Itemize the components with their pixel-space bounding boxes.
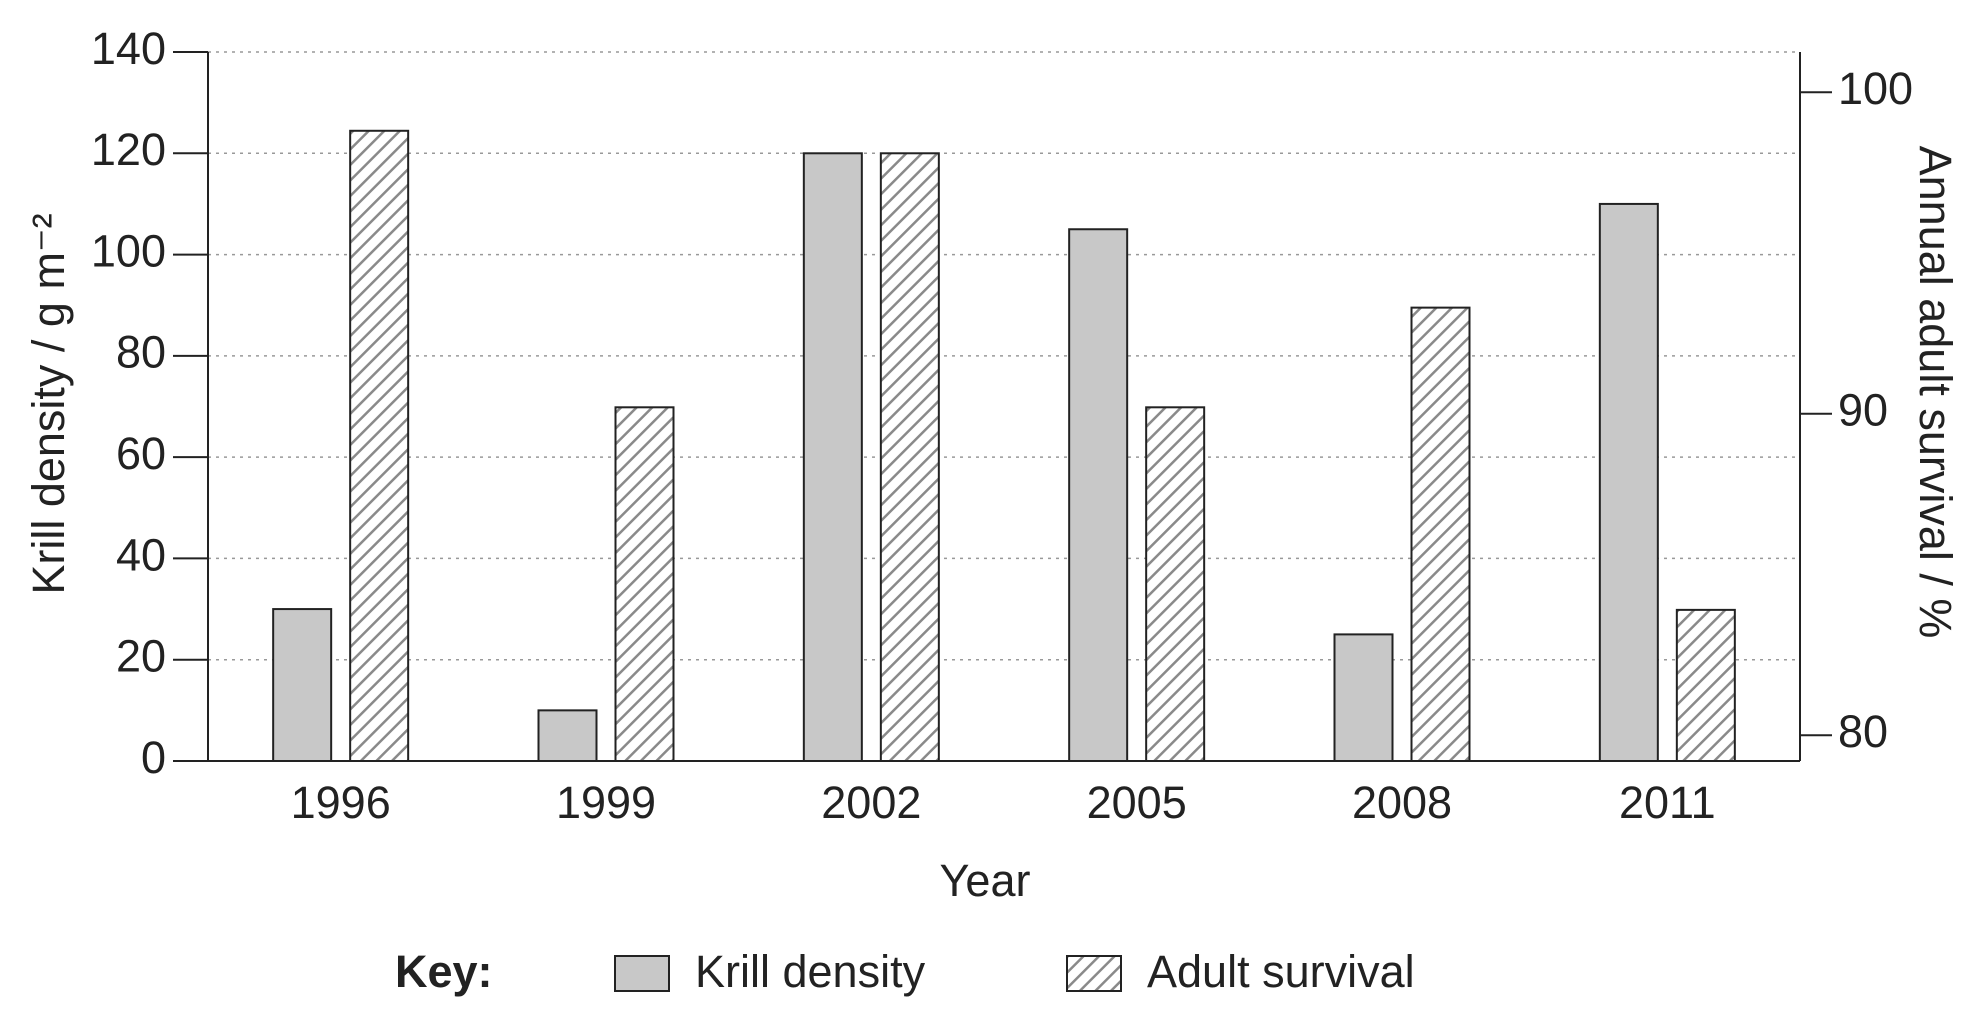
y-tick-label: 40 [116, 529, 166, 580]
y-tick-label: 20 [116, 631, 166, 682]
x-tick-label: 2011 [1619, 777, 1716, 828]
y-tick-label: 0 [141, 732, 166, 783]
y-tick-label: 100 [91, 225, 166, 276]
y-axis-label: Krill density / g m⁻² [23, 213, 74, 594]
x-tick-label: 2002 [821, 777, 921, 828]
bar [1333, 633, 1394, 763]
y2-tick-label: 100 [1838, 63, 1913, 114]
x-axis-label: Year [940, 855, 1031, 906]
y-tick-label: 140 [91, 23, 166, 74]
legend-label: Krill density [695, 946, 926, 997]
bar [1410, 306, 1471, 762]
y-tick-label: 120 [91, 124, 166, 175]
legend-swatch [614, 955, 670, 992]
bar [802, 152, 863, 763]
legend-title: Key: [395, 946, 493, 997]
bar [1068, 228, 1129, 762]
y-tick-label: 60 [116, 428, 166, 479]
bar [879, 152, 940, 763]
bar [349, 129, 410, 762]
bar [272, 608, 333, 762]
bar [614, 406, 675, 762]
y2-axis-label: Annual adult survival / % [1910, 146, 1961, 639]
bar [1598, 202, 1659, 762]
y2-tick-label: 90 [1838, 385, 1888, 436]
legend-swatch [1066, 955, 1122, 992]
bar [1675, 608, 1736, 763]
y-tick-label: 80 [116, 327, 166, 378]
x-tick-label: 2008 [1352, 777, 1452, 828]
legend-label: Adult survival [1147, 946, 1415, 997]
bar [537, 709, 598, 762]
bar [1145, 406, 1206, 762]
x-tick-label: 1996 [291, 777, 391, 828]
y2-tick-label: 80 [1838, 706, 1888, 757]
x-tick-label: 2005 [1087, 777, 1187, 828]
x-tick-label: 1999 [556, 777, 656, 828]
